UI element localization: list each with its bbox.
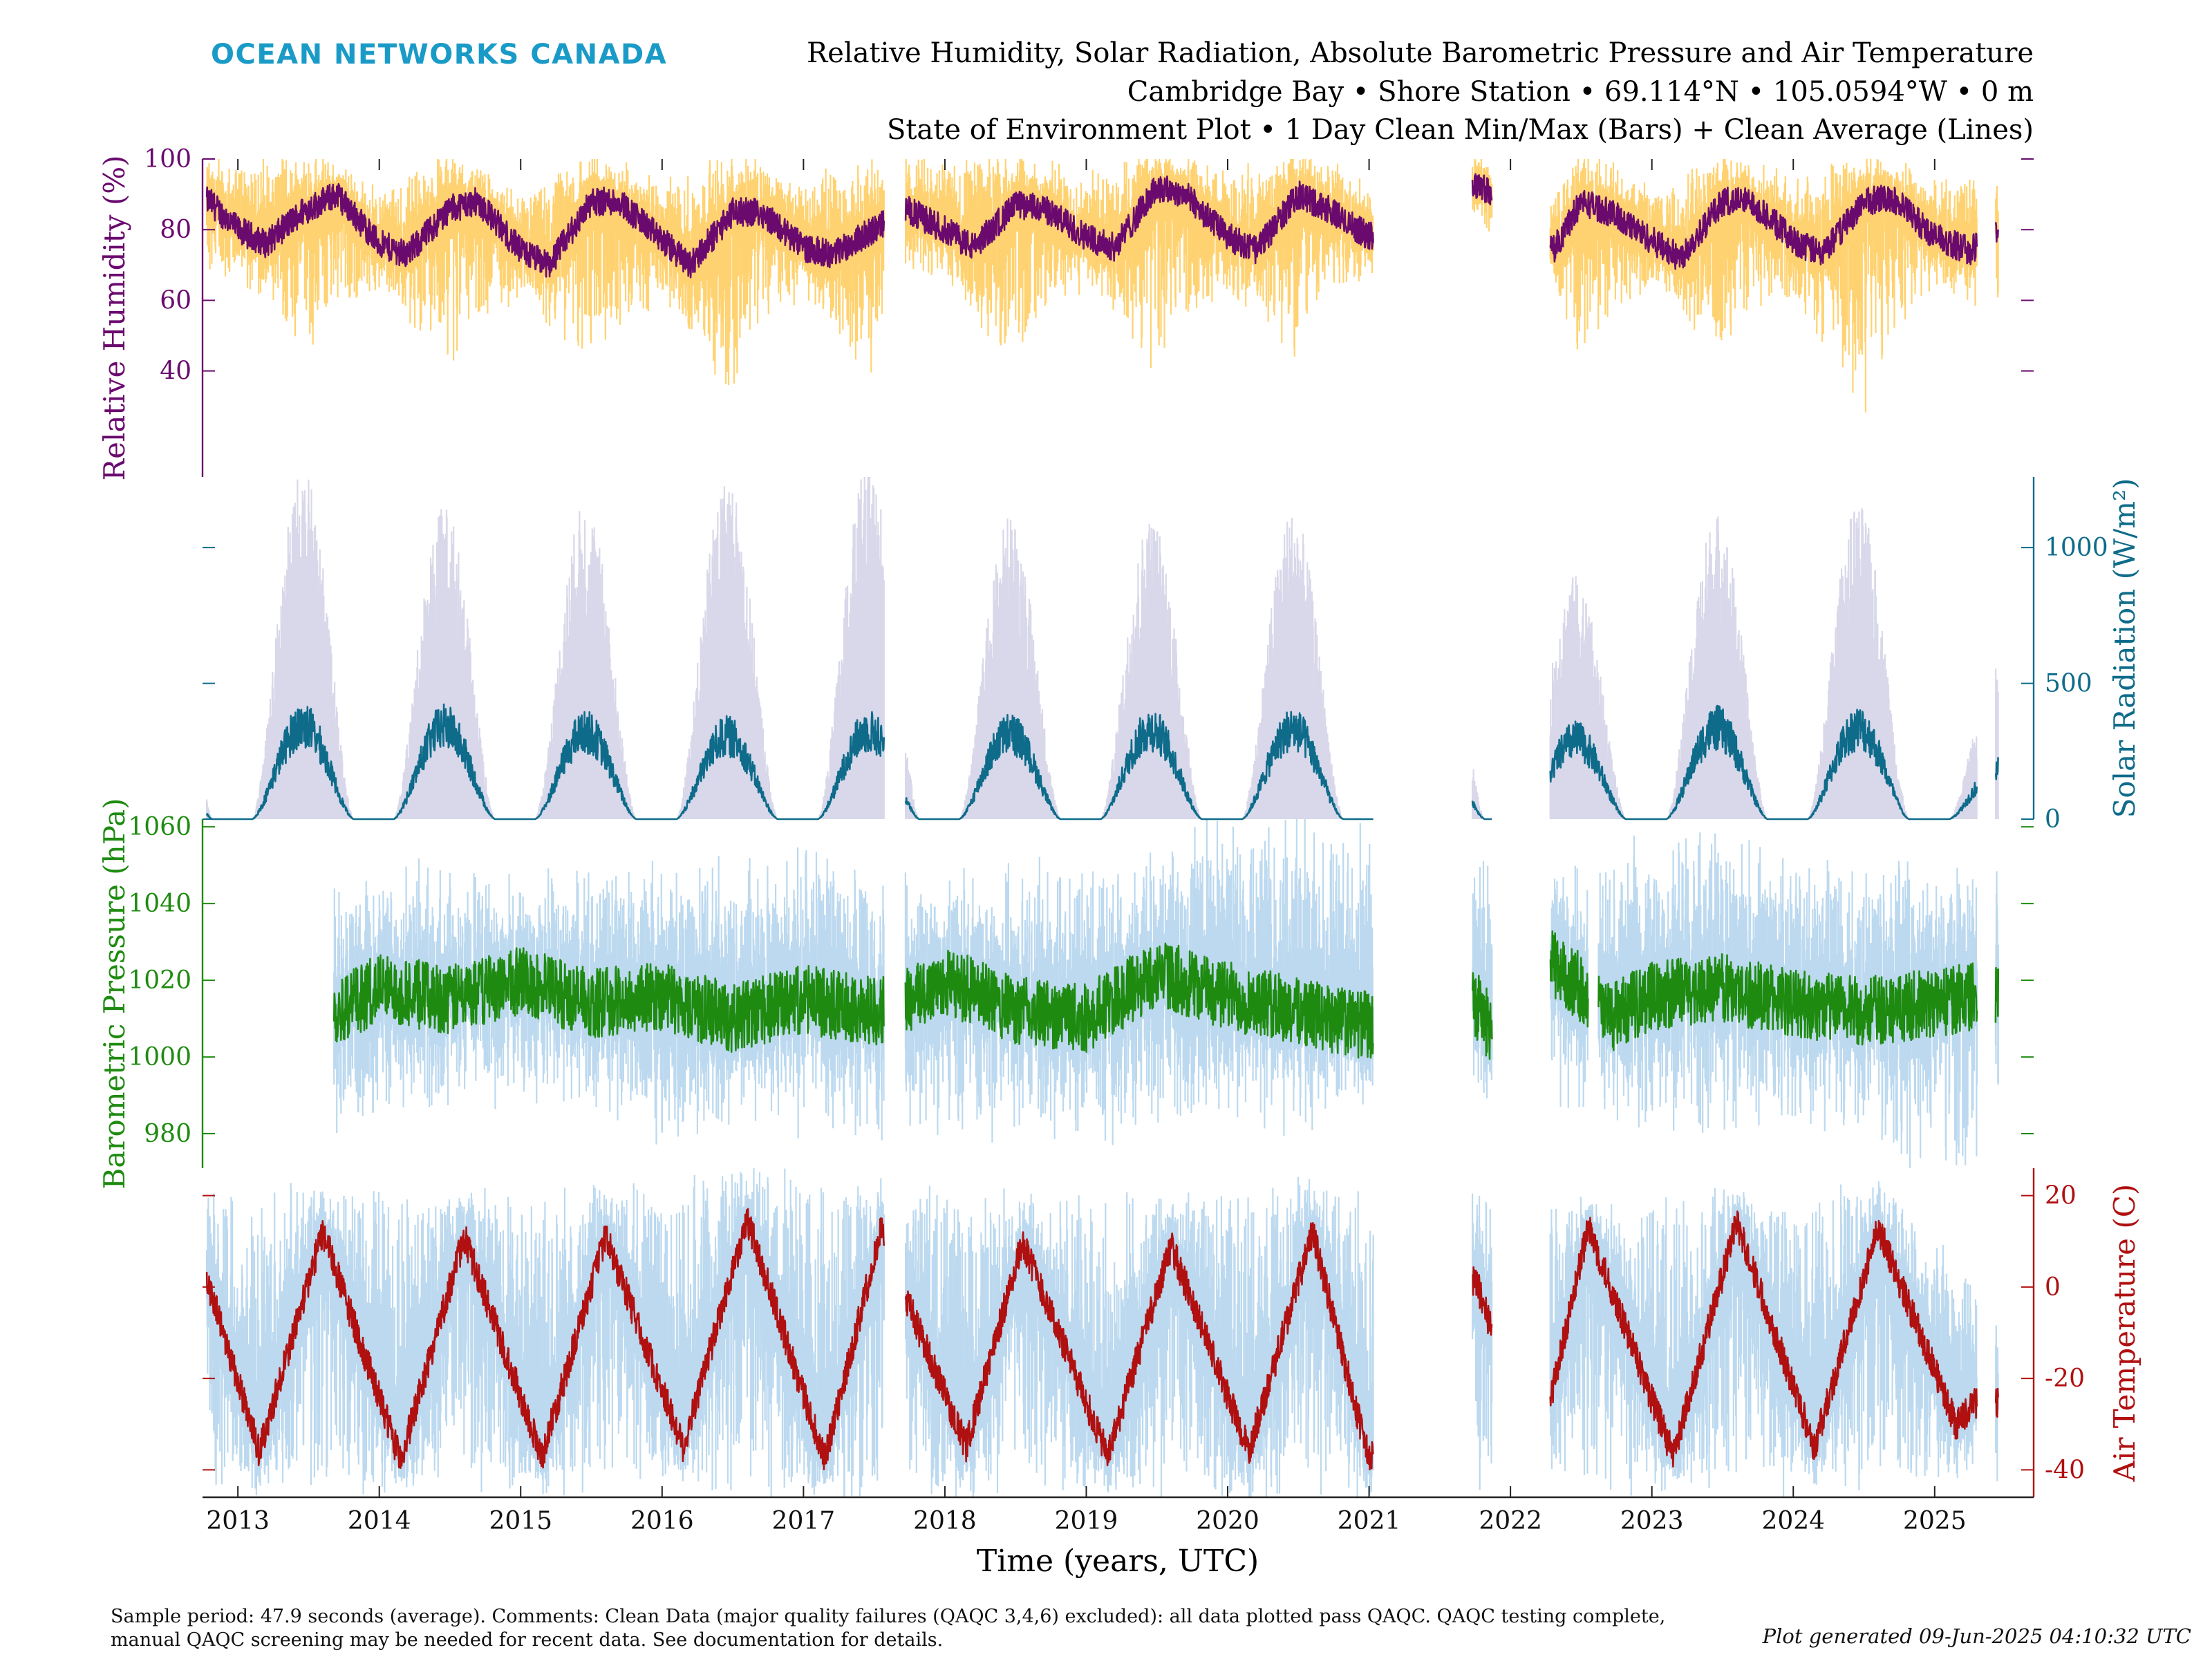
pressure-ytick-label: 1040 [128, 890, 191, 918]
humidity-ytick-label: 100 [144, 145, 191, 174]
footer-line-1: Sample period: 47.9 seconds (average). C… [111, 1606, 1666, 1627]
minmax-bands [206, 159, 1999, 1497]
temperature-ytick-label: 0 [2045, 1273, 2061, 1302]
xtick-label: 2025 [1903, 1507, 1967, 1535]
xtick-label: 2020 [1196, 1507, 1259, 1535]
xtick-label: 2022 [1479, 1507, 1542, 1535]
title-line-1: Relative Humidity, Solar Radiation, Abso… [807, 37, 2034, 69]
title-line-2: Cambridge Bay • Shore Station • 69.114°N… [1127, 76, 2034, 108]
solar-mean-line [205, 703, 1999, 821]
pressure-ytick-label: 1060 [128, 813, 191, 841]
humidity-ytick-label: 60 [160, 286, 191, 315]
temperature-mean-line [205, 1208, 1999, 1471]
humidity-ytick-label: 40 [160, 357, 191, 386]
chart-text: OCEAN NETWORKS CANADA Relative Humidity,… [97, 37, 2141, 1579]
mean-lines [205, 173, 2000, 1471]
xtick-label: 2016 [630, 1507, 694, 1535]
xtick-label: 2021 [1338, 1507, 1401, 1535]
xtick-label: 2023 [1620, 1507, 1684, 1535]
humidity-y-axis-label: Relative Humidity (%) [97, 155, 131, 480]
footer-line-2: manual QAQC screening may be needed for … [111, 1629, 944, 1651]
temperature-ytick-label: -20 [2045, 1365, 2085, 1393]
xtick-label: 2019 [1055, 1507, 1118, 1535]
xtick-label: 2017 [772, 1507, 836, 1535]
brand-logo: OCEAN NETWORKS CANADA [211, 39, 667, 71]
xtick-label: 2024 [1761, 1507, 1825, 1535]
solar-y-axis-label: Solar Radiation (W/m²) [2108, 478, 2141, 818]
temperature-ytick-label: -40 [2045, 1456, 2085, 1484]
humidity-ytick-label: 80 [160, 216, 191, 244]
humidity-mean-line [205, 173, 1999, 279]
xtick-label: 2013 [206, 1507, 270, 1535]
title-line-3: State of Environment Plot • 1 Day Clean … [887, 114, 2034, 146]
pressure-ytick-label: 1020 [128, 966, 191, 995]
solar-minmax-bars [206, 477, 1999, 819]
xtick-label: 2018 [913, 1507, 977, 1535]
pressure-ytick-label: 980 [144, 1120, 191, 1148]
solar-ytick-label: 500 [2045, 670, 2092, 698]
plot-generated-stamp: Plot generated 09-Jun-2025 04:10:32 UTC [1762, 1624, 2191, 1648]
solar-ytick-label: 1000 [2045, 534, 2108, 562]
xtick-label: 2014 [348, 1507, 411, 1535]
temperature-ytick-label: 20 [2045, 1182, 2077, 1210]
x-axis-label: Time (years, UTC) [977, 1544, 1259, 1579]
pressure-ytick-label: 1000 [128, 1043, 191, 1071]
pressure-mean-line [332, 930, 2000, 1060]
footer-notes: Sample period: 47.9 seconds (average). C… [111, 1605, 1783, 1652]
temperature-y-axis-label: Air Temperature (C) [2108, 1184, 2141, 1483]
solar-ytick-label: 0 [2045, 805, 2061, 834]
axes [201, 158, 2035, 1499]
xtick-label: 2015 [489, 1507, 552, 1535]
pressure-y-axis-label: Barometric Pressure (hPa) [97, 798, 131, 1189]
